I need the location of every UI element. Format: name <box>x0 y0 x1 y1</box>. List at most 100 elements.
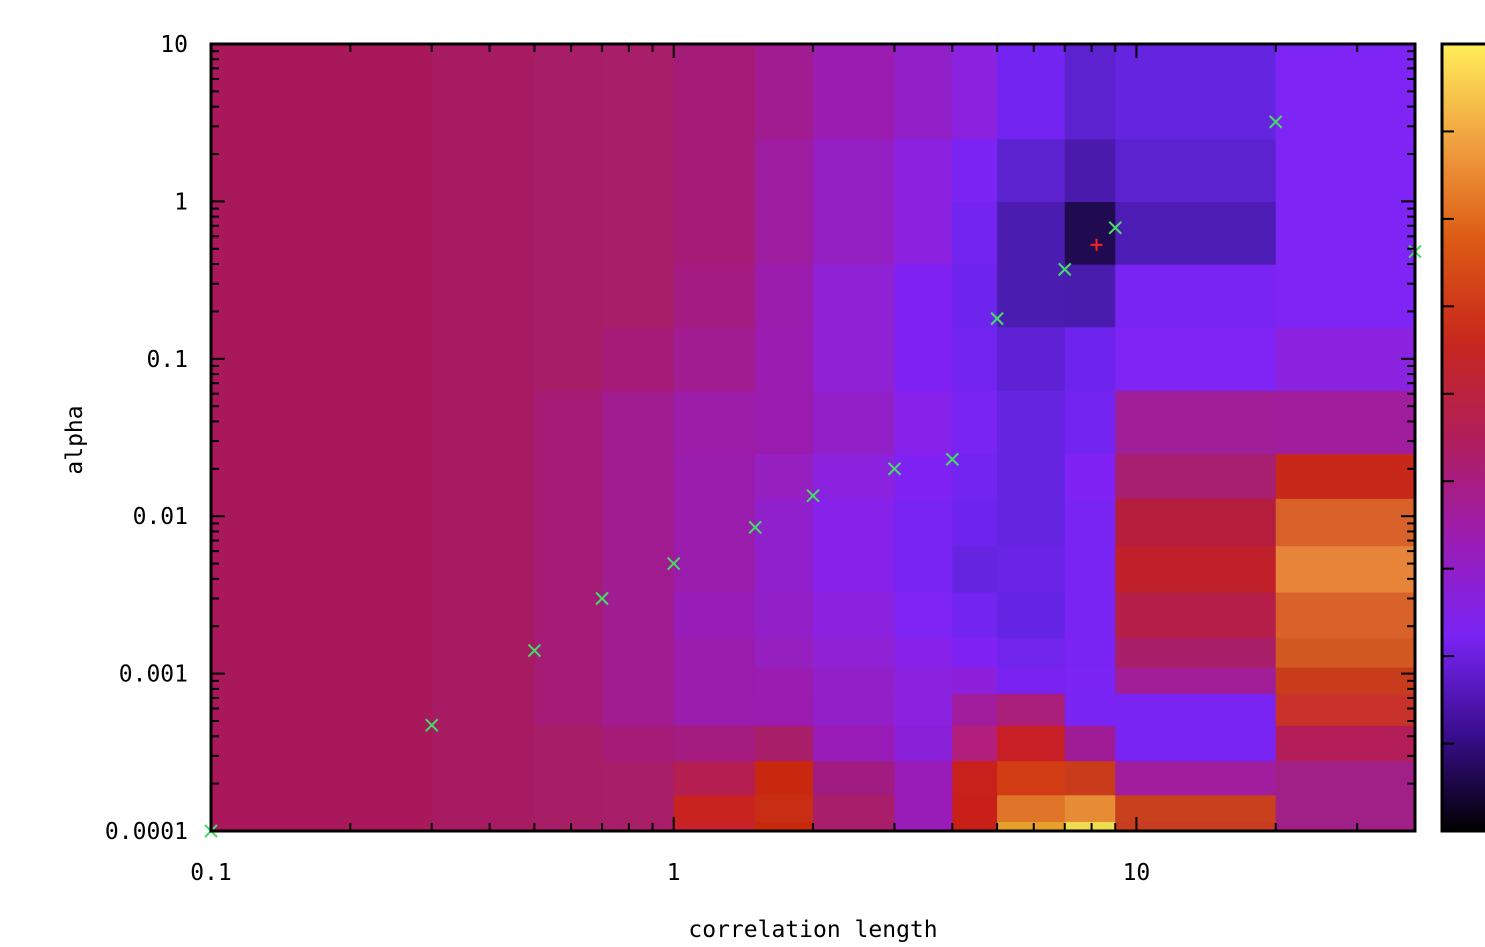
heatmap-cell <box>534 760 603 796</box>
heatmap-cell <box>602 201 675 265</box>
heatmap-cell <box>894 591 953 638</box>
heatmap-cell <box>813 44 896 140</box>
cross-marker <box>1058 262 1072 277</box>
heatmap-cell <box>534 725 603 762</box>
heatmap-cell <box>602 821 675 832</box>
heatmap-cell <box>952 794 998 823</box>
heatmap-cell <box>1115 637 1277 668</box>
heatmap-cell <box>1275 390 1416 455</box>
heatmap-cell <box>1275 453 1416 499</box>
y-tick-label: 0.01 <box>133 504 188 530</box>
heatmap-cell <box>1115 453 1277 499</box>
heatmap-cell <box>997 44 1066 140</box>
heatmap-cell <box>211 545 433 593</box>
heatmap-cell <box>952 453 998 499</box>
cross-marker <box>1269 115 1283 129</box>
heatmap-cell <box>602 760 675 796</box>
heatmap-cell <box>997 637 1066 668</box>
heatmap-cell <box>534 138 603 202</box>
heatmap-cell <box>755 637 814 668</box>
heatmap-cell <box>1115 667 1277 694</box>
heatmap-cell <box>755 794 814 823</box>
heatmap-cell <box>673 498 756 547</box>
heatmap-cell <box>997 453 1066 499</box>
heatmap-cell <box>894 44 953 140</box>
heatmap-cell <box>813 794 896 823</box>
cross-marker <box>425 718 439 732</box>
cross-marker <box>595 591 609 606</box>
heatmap-cell <box>813 693 896 726</box>
heatmap-cell <box>431 760 536 796</box>
heatmap-cell <box>534 390 603 455</box>
heatmap-cell <box>211 453 433 499</box>
heatmap-cell <box>1115 498 1277 547</box>
heatmap-cell <box>813 591 896 638</box>
heatmap-cell <box>755 667 814 694</box>
heatmap-cell <box>534 498 603 547</box>
cross-marker <box>748 520 762 535</box>
heatmap-cell <box>534 693 603 726</box>
heatmap-cell <box>997 591 1066 638</box>
heatmap-cell <box>602 44 675 140</box>
heatmap-cell <box>894 138 953 202</box>
heatmap-cell <box>602 264 675 328</box>
heatmap-cell <box>602 725 675 762</box>
heatmap-cell <box>673 760 756 796</box>
heatmap-cell <box>673 545 756 593</box>
heatmap-cell <box>534 794 603 823</box>
heatmap-cell <box>1064 637 1116 668</box>
heatmap-cell <box>813 138 896 202</box>
heatmap-cell <box>997 667 1066 694</box>
heatmap-cell <box>997 794 1066 823</box>
heatmap-cell <box>952 667 998 694</box>
heatmap-cell <box>602 326 675 391</box>
heatmap-cell <box>211 725 433 762</box>
heatmap-cell <box>431 453 536 499</box>
heatmap-cell <box>997 821 1066 832</box>
heatmap-cell <box>894 453 953 499</box>
heatmap-cell <box>1275 693 1416 726</box>
heatmap-cell <box>534 667 603 694</box>
cross-marker <box>887 462 902 476</box>
heatmap-cell <box>211 794 433 823</box>
heatmap-cell <box>1275 201 1416 265</box>
heatmap-cell <box>997 760 1066 796</box>
heatmap-cell <box>431 326 536 391</box>
heatmap-cell <box>1115 326 1277 391</box>
heatmap-cell <box>1275 637 1416 668</box>
heatmap-cell <box>602 637 675 668</box>
x-tick-label: 10 <box>1123 860 1151 886</box>
colorbar-gradient <box>1440 42 1485 833</box>
heatmap-cell <box>894 821 953 832</box>
heatmap-cell <box>813 453 896 499</box>
heatmap-cell <box>952 264 998 328</box>
heatmap-cell <box>1064 725 1116 762</box>
y-tick-labels: 10 1 0.1 0.01 0.001 0.0001 <box>105 32 188 845</box>
heatmap-cell <box>997 545 1066 593</box>
heatmap-cell <box>1064 264 1116 328</box>
heatmap-cell <box>755 453 814 499</box>
data-markers <box>204 115 1422 838</box>
cross-marker <box>1108 221 1122 235</box>
heatmap-cell <box>211 264 433 328</box>
heatmap-cell <box>673 453 756 499</box>
heatmap-cell <box>1115 693 1277 726</box>
heatmap-cell <box>755 138 814 202</box>
heatmap-cell <box>1064 794 1116 823</box>
heatmap-cell <box>952 725 998 762</box>
cross-marker <box>527 643 542 658</box>
heatmap-cell <box>813 725 896 762</box>
heatmap-cell <box>1115 264 1277 328</box>
heatmap-cell <box>534 545 603 593</box>
heatmap-cell <box>431 201 536 265</box>
heatmap-cell <box>894 693 953 726</box>
heatmap-cell <box>755 591 814 638</box>
heatmap-cell <box>1115 821 1277 832</box>
heatmap-cell <box>813 201 896 265</box>
heatmap-cell <box>211 637 433 668</box>
heatmap-cell <box>755 44 814 140</box>
heatmap-cell <box>997 498 1066 547</box>
y-axis-title: alpha <box>62 405 88 474</box>
heatmap-cell <box>673 326 756 391</box>
heatmap-cell <box>755 390 814 455</box>
